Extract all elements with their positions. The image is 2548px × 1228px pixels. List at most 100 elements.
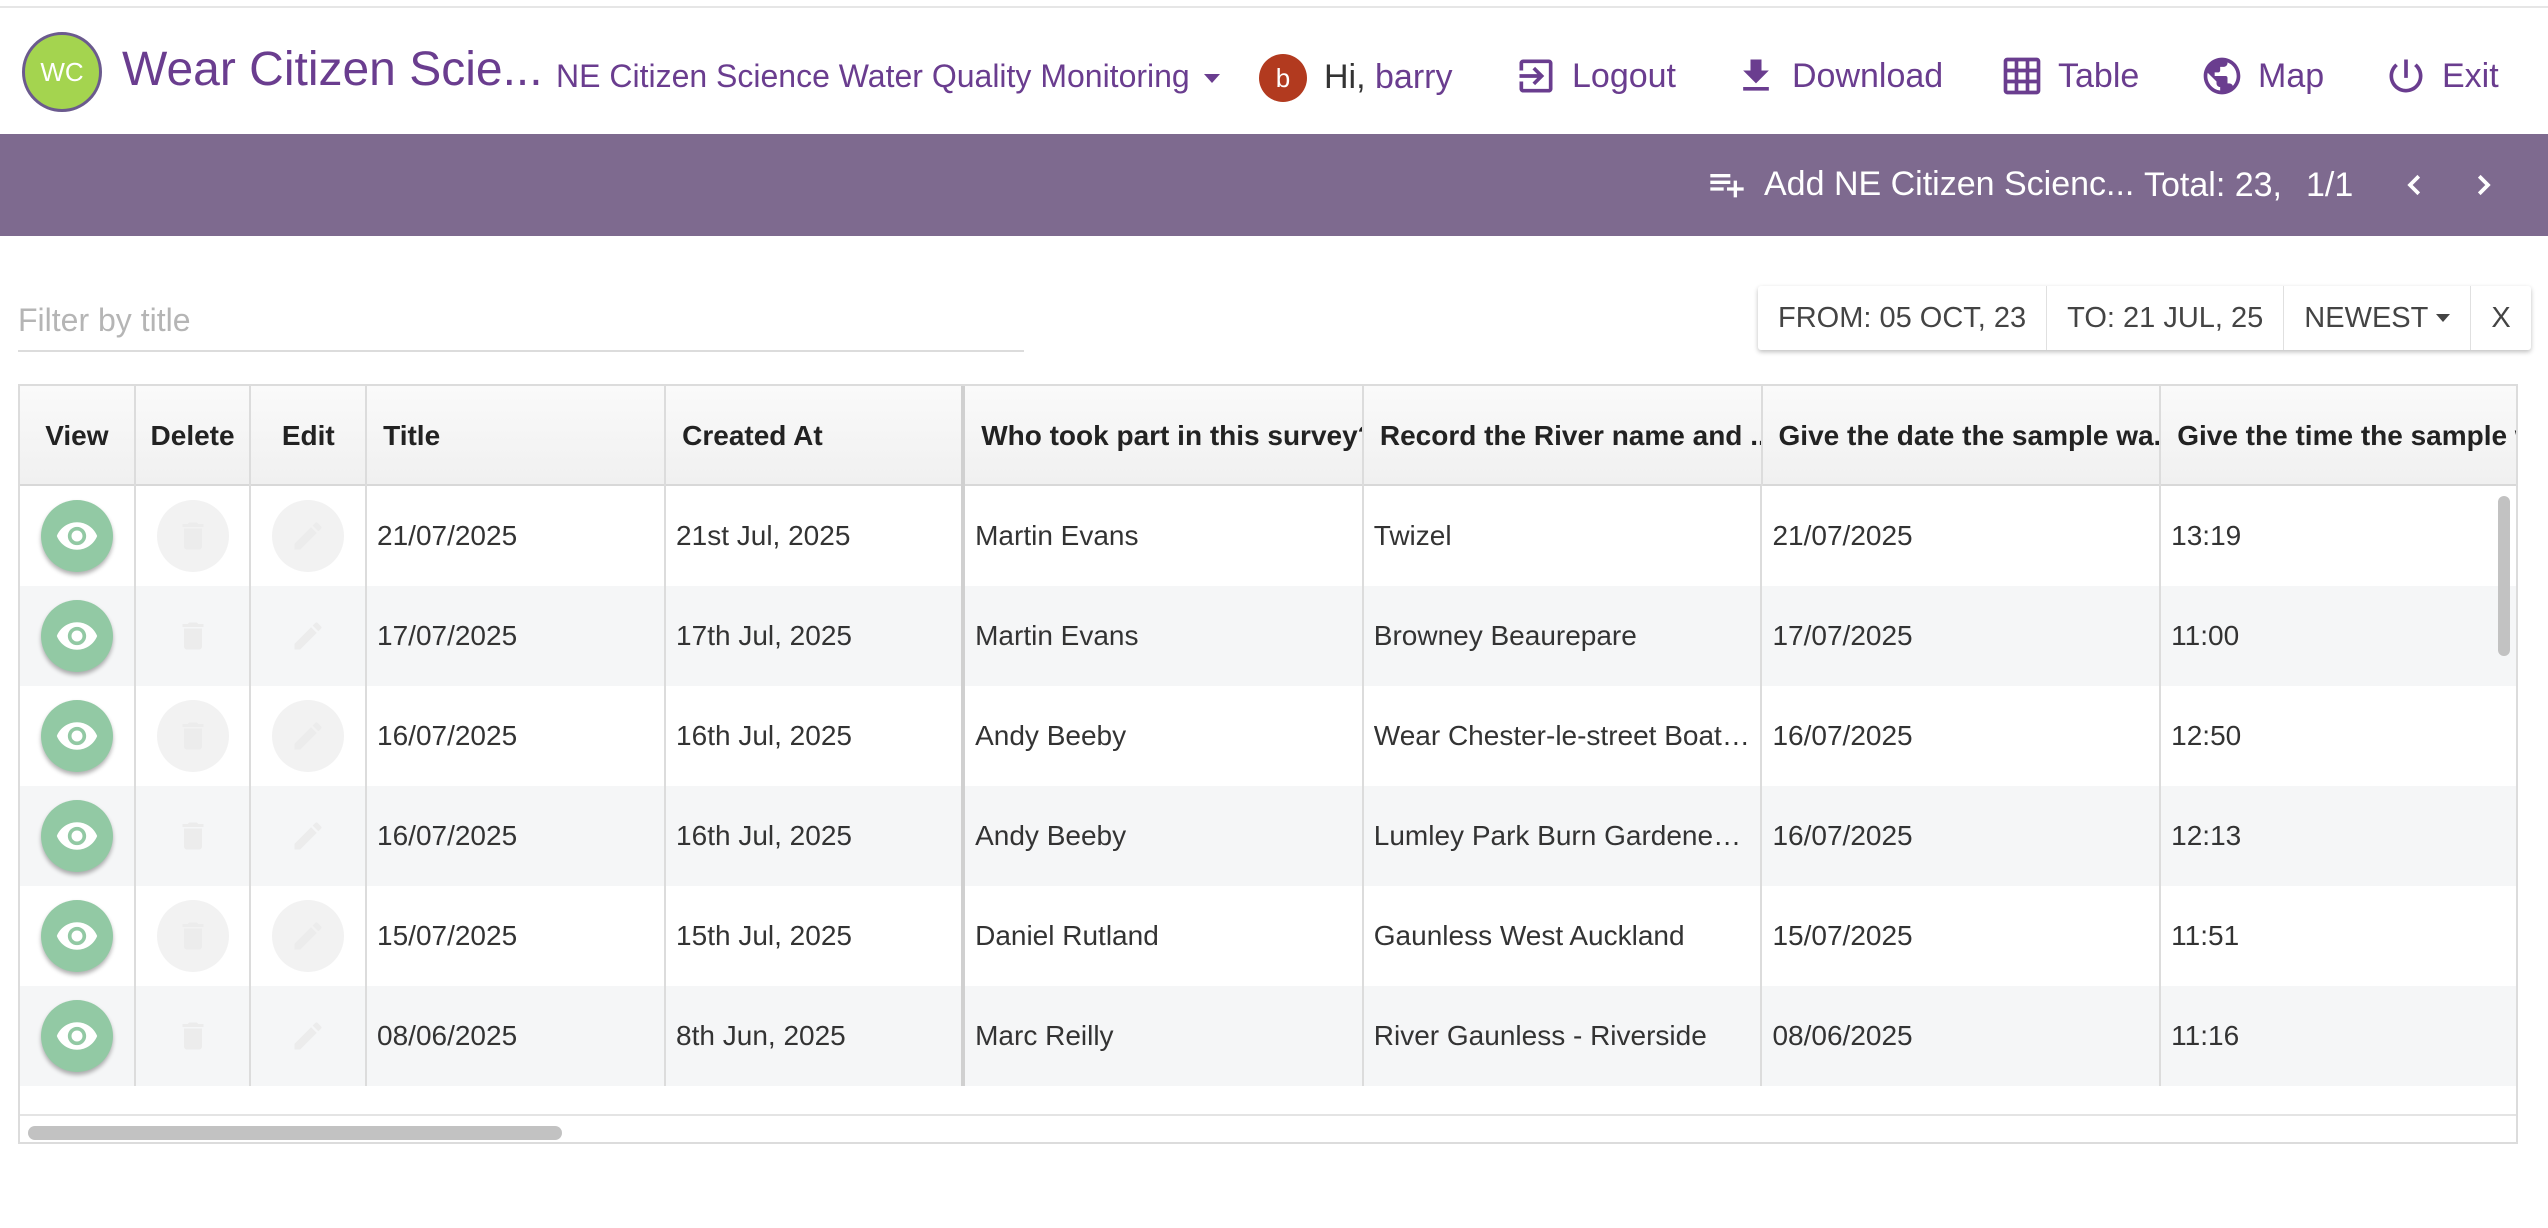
delete-button[interactable]: [156, 900, 229, 972]
app-header: WC Wear Citizen Scie... NE Citizen Scien…: [0, 8, 2548, 134]
column-header-date[interactable]: Give the date the sample wa...: [1763, 386, 2162, 486]
map-label: Map: [2258, 56, 2325, 95]
view-button[interactable]: [40, 600, 113, 672]
exit-button[interactable]: Exit: [2384, 48, 2499, 104]
date-range-controls: FROM: 05 OCT, 23 TO: 21 JUL, 25 NEWEST X: [1758, 286, 2531, 350]
download-label: Download: [1792, 56, 1944, 95]
greeting-text: Hi,: [1324, 58, 1366, 96]
chevron-left-icon: [2407, 174, 2421, 196]
edit-cell: [251, 786, 368, 886]
edit-button[interactable]: [272, 1000, 344, 1072]
eye-icon: [56, 622, 97, 650]
time-value: 11:00: [2171, 620, 2240, 651]
view-cell: [20, 786, 136, 886]
survey-select[interactable]: NE Citizen Science Water Quality Monitor…: [556, 58, 1220, 95]
title-value: 16/07/2025: [377, 820, 518, 851]
column-header-river[interactable]: Record the River name and ...: [1364, 386, 1763, 486]
view-button[interactable]: [40, 900, 113, 972]
edit-button[interactable]: [272, 600, 344, 672]
sort-label: NEWEST: [2304, 301, 2429, 334]
who-value: Martin Evans: [975, 620, 1139, 651]
who-cell: Daniel Rutland: [965, 886, 1364, 986]
logout-button[interactable]: Logout: [1514, 48, 1676, 104]
column-header-edit[interactable]: Edit: [251, 386, 368, 486]
edit-button[interactable]: [272, 700, 345, 772]
title-value: 16/07/2025: [377, 720, 518, 751]
view-cell: [20, 686, 136, 786]
next-page-button[interactable]: [2460, 162, 2506, 208]
map-button[interactable]: Map: [2200, 48, 2324, 104]
user-greeting: Hi, barry: [1324, 58, 1452, 97]
trash-icon: [182, 522, 203, 550]
river-cell: Browney Beaurepare: [1364, 586, 1763, 686]
column-header-created[interactable]: Created At: [666, 386, 966, 486]
created-cell: 21st Jul, 2025: [666, 486, 966, 586]
title-cell: 16/07/2025: [367, 686, 667, 786]
pencil-icon: [294, 622, 322, 650]
view-button[interactable]: [40, 800, 113, 872]
time-value: 11:51: [2171, 920, 2240, 951]
to-date-button[interactable]: TO: 21 JUL, 25: [2047, 286, 2285, 350]
table-row: 17/07/2025 17th Jul, 2025 Martin Evans Brow…: [20, 586, 2516, 686]
edit-button[interactable]: [272, 900, 345, 972]
eye-icon: [56, 722, 97, 750]
clear-filter-button[interactable]: X: [2491, 301, 2511, 334]
time-cell: 11:16: [2161, 986, 2516, 1086]
delete-button[interactable]: [157, 1000, 229, 1072]
column-header-view[interactable]: View: [20, 386, 136, 486]
filter-title-input[interactable]: [18, 290, 1024, 352]
edit-button[interactable]: [272, 800, 344, 872]
add-record-button[interactable]: Add NE Citizen Scienc...: [1704, 164, 2134, 204]
vertical-scrollbar[interactable]: [2498, 496, 2510, 656]
delete-button[interactable]: [157, 800, 229, 872]
view-button[interactable]: [40, 700, 113, 772]
globe-icon: [2203, 57, 2241, 95]
column-header-title[interactable]: Title: [367, 386, 667, 486]
date-cell: 16/07/2025: [1762, 786, 2162, 886]
column-header-time[interactable]: Give the time the sample wa: [2177, 420, 2518, 451]
delete-button[interactable]: [157, 600, 229, 672]
title-value: 15/07/2025: [377, 920, 518, 951]
prev-page-button[interactable]: [2392, 162, 2438, 208]
logout-label: Logout: [1572, 56, 1676, 95]
eye-icon: [56, 822, 97, 850]
view-button[interactable]: [40, 500, 113, 572]
column-header-delete[interactable]: Delete: [136, 386, 252, 486]
top-border: [0, 0, 2548, 8]
river-value: Twizel: [1373, 520, 1452, 551]
table-body: 21/07/2025 21st Jul, 2025 Martin Evans Twiz…: [20, 486, 2516, 1096]
table-button[interactable]: Table: [2000, 48, 2139, 104]
delete-button[interactable]: [156, 500, 229, 572]
date-cell: 15/07/2025: [1762, 886, 2162, 986]
edit-button[interactable]: [272, 500, 345, 572]
view-cell: [20, 886, 136, 986]
title-value: 17/07/2025: [377, 620, 518, 651]
from-date-button[interactable]: FROM: 05 OCT, 23: [1758, 286, 2048, 350]
time-value: 11:16: [2171, 1020, 2240, 1051]
time-cell: 11:51: [2161, 886, 2516, 986]
download-button[interactable]: Download: [1734, 48, 1943, 104]
created-value: 16th Jul, 2025: [676, 720, 852, 751]
created-cell: 16th Jul, 2025: [666, 786, 966, 886]
view-cell: [20, 586, 136, 686]
sort-select[interactable]: NEWEST: [2284, 286, 2472, 350]
river-cell: River Gaunless - Riverside: [1364, 986, 1763, 1086]
edit-cell: [251, 586, 368, 686]
eye-icon: [56, 922, 97, 950]
table-row: 16/07/2025 16th Jul, 2025 Andy Beeby Lumley…: [20, 786, 2516, 886]
river-cell: Wear Chester-le-street Boathouse: [1364, 686, 1763, 786]
app-logo[interactable]: WC: [22, 32, 102, 112]
time-value: 12:50: [2171, 720, 2242, 751]
title-cell: 21/07/2025: [367, 486, 667, 586]
who-value: Andy Beeby: [975, 820, 1127, 851]
river-cell: Twizel: [1364, 486, 1763, 586]
trash-icon: [182, 722, 203, 750]
records-toolbar: Add NE Citizen Scienc... Total: 23, 1/1: [0, 134, 2548, 236]
column-header-who[interactable]: Who took part in this survey?: [965, 386, 1364, 486]
view-button[interactable]: [40, 1000, 113, 1072]
survey-select-label: NE Citizen Science Water Quality Monitor…: [556, 58, 1190, 94]
horizontal-scrollbar[interactable]: [28, 1126, 562, 1140]
trash-icon: [182, 822, 203, 850]
pencil-icon: [294, 722, 322, 750]
delete-button[interactable]: [156, 700, 229, 772]
